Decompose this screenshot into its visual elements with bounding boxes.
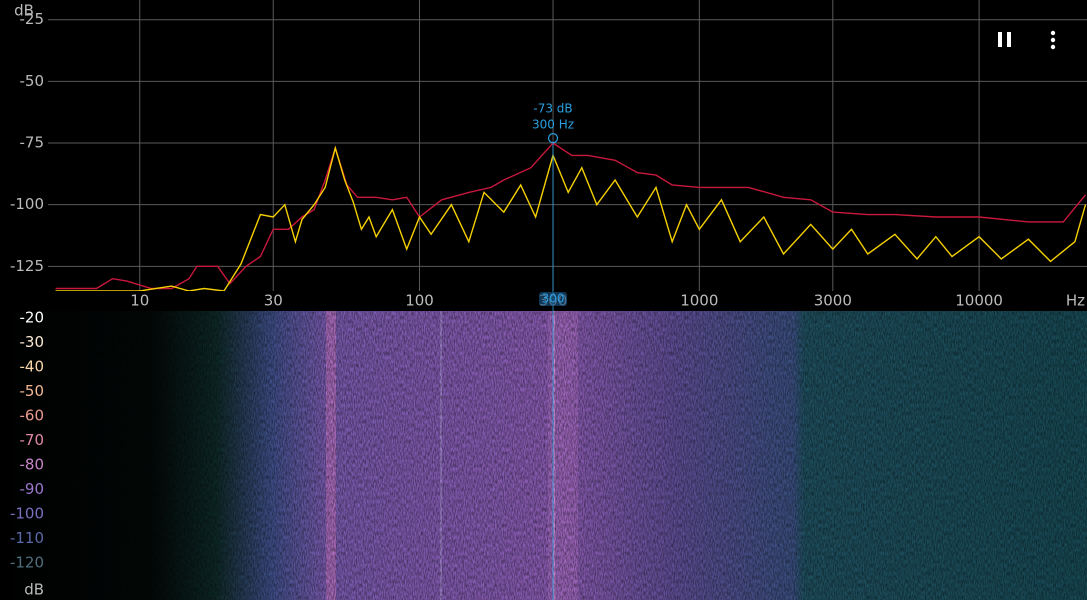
y-unit: dB	[14, 2, 34, 20]
pause-button[interactable]	[998, 32, 1011, 47]
y-tick-label: -75	[20, 134, 45, 152]
x-tick-label: 30	[264, 292, 283, 310]
scale-unit: dB	[24, 581, 44, 599]
plot-background	[0, 0, 1087, 311]
cursor-marker	[547, 133, 559, 144]
series-group	[55, 142, 1087, 291]
spectrogram-texture	[0, 311, 1087, 600]
scale-label: -70	[20, 431, 45, 449]
x-tick-label: 10000	[955, 292, 1003, 310]
scale-label: -60	[20, 407, 45, 425]
cursor-readout: 300 Hz	[532, 118, 574, 132]
scale-label: -90	[20, 480, 45, 498]
spectrum-line	[55, 145, 1087, 291]
scale-label: -120	[10, 554, 44, 572]
scale-label: -20	[20, 309, 45, 327]
spectrum-plot: -25 -50 -75 -100 -125 10 30 100 300 1000 3000 10000…	[0, 0, 1087, 311]
scale-label: -80	[20, 456, 45, 474]
x-tick-label: 100	[405, 292, 434, 310]
scale-label: -100	[10, 505, 44, 523]
x-tick-label: 1000	[680, 292, 718, 310]
toolbar	[998, 30, 1056, 50]
cursor-label: 300	[542, 292, 565, 306]
x-unit: Hz	[1066, 292, 1085, 310]
scale-label: -110	[10, 529, 44, 547]
scale-label: -30	[20, 333, 45, 351]
scale-label: -50	[20, 382, 45, 400]
x-tick-label: 3000	[814, 292, 852, 310]
y-tick-label: -100	[10, 195, 44, 213]
more-button[interactable]	[1050, 30, 1056, 50]
spectrogram	[0, 311, 1087, 600]
x-tick-label: 10	[130, 292, 149, 310]
cursor-label-box	[539, 292, 568, 306]
spectrum-line	[55, 142, 1087, 290]
y-tick-label: -125	[10, 257, 44, 275]
cursor-readout: -73 dB	[533, 102, 572, 116]
y-tick-label: -25	[20, 10, 45, 28]
y-tick-label: -50	[20, 72, 45, 90]
scale-label: -40	[20, 358, 45, 376]
